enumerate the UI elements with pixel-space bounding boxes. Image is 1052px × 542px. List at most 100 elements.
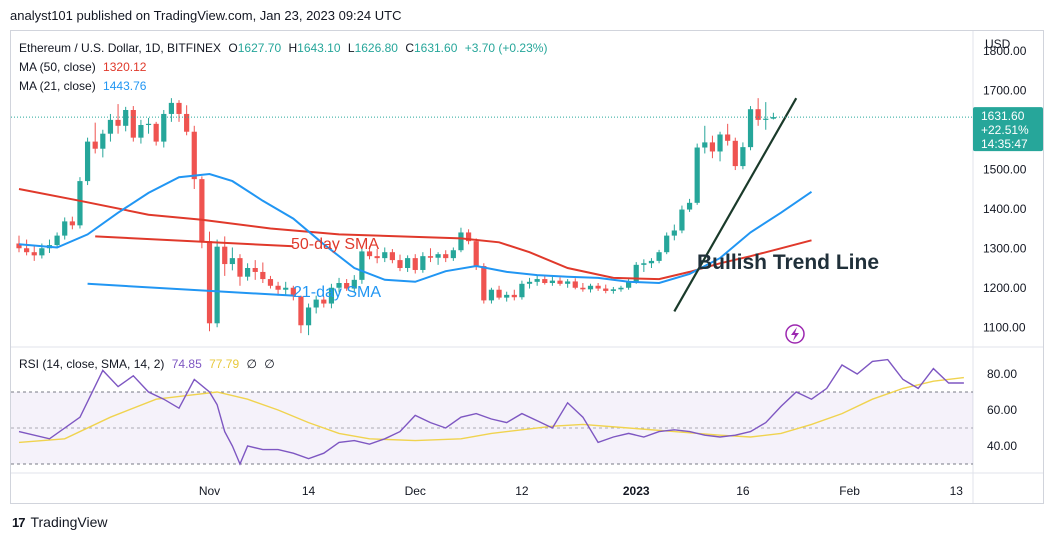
time-tick-label: Nov [199, 484, 220, 498]
candle-body [115, 119, 121, 126]
candle-body [31, 252, 37, 256]
candle-body [641, 263, 647, 265]
candle-body [374, 256, 380, 259]
candle-body [290, 287, 296, 297]
candle-body [450, 250, 456, 259]
candle-body [328, 287, 335, 304]
candle-body [389, 252, 395, 261]
price-chart[interactable]: 1100.001200.001300.001400.001500.001600.… [11, 31, 1043, 503]
candle-body [709, 142, 716, 152]
candle-body [382, 252, 388, 259]
candle-body [542, 279, 548, 284]
price-tick-label: 1100.00 [983, 320, 1026, 334]
price-tick-label: 1800.00 [983, 44, 1027, 58]
candle-body [344, 283, 350, 289]
candle-body [534, 279, 540, 282]
candle-body [648, 260, 655, 264]
close-label: C [405, 41, 414, 55]
candle-body [62, 221, 68, 236]
candle-body [298, 296, 304, 326]
change-value: +3.70 (+0.23%) [464, 41, 548, 55]
ma50-label: MA (50, close) [19, 60, 96, 74]
candle-body [351, 279, 357, 289]
ma21-label: MA (21, close) [19, 79, 96, 93]
candle-body [130, 110, 136, 138]
time-tick-label: 12 [515, 484, 529, 498]
price-tick-label: 1400.00 [983, 202, 1027, 216]
footer: 17 TradingView [12, 514, 108, 530]
candle-body [184, 113, 190, 132]
bullish-trend-line [673, 97, 798, 312]
candle-body [427, 256, 434, 258]
price-tick-label: 1300.00 [983, 241, 1027, 255]
candle-body [359, 251, 365, 280]
rsi-tick-label: 60.00 [987, 403, 1017, 417]
currency-label: USD [985, 37, 1011, 51]
candle-body [473, 241, 479, 267]
candle-body [526, 281, 533, 284]
candle-body [176, 102, 182, 114]
candle-body [595, 285, 601, 289]
lightning-icon-ring [785, 324, 805, 344]
candle-body [267, 279, 274, 286]
candle-body [145, 123, 152, 126]
candle-body [435, 254, 441, 258]
trend-annotation: Bullish Trend Line [697, 251, 879, 274]
candle-body [275, 285, 281, 290]
candle-body [747, 109, 754, 148]
candle-body [305, 307, 312, 326]
candle-body [222, 246, 228, 265]
time-tick-label: 2023 [623, 484, 650, 498]
candle-body [77, 181, 83, 226]
price-tag [973, 107, 1043, 152]
candle-body [565, 281, 571, 284]
candle-body [549, 280, 555, 284]
candle-body [633, 264, 639, 282]
candle-body [770, 117, 776, 119]
candle-body [465, 232, 472, 242]
candle-body [618, 287, 624, 290]
time-tick-label: 16 [736, 484, 750, 498]
symbol-name: Ethereum / U.S. Dollar, 1D, BITFINEX [19, 41, 222, 55]
candle-body [458, 232, 464, 251]
rsi-tick-label: 40.00 [987, 439, 1017, 453]
candle-body [740, 147, 746, 167]
candle-body [488, 289, 495, 301]
lightning-icon-bolt [791, 327, 799, 341]
candle-body [191, 131, 197, 180]
low-label: L [347, 41, 355, 55]
candle-body [366, 251, 373, 257]
high-label: H [288, 41, 298, 55]
candle-body [397, 260, 403, 268]
candle-body [511, 294, 517, 298]
candle-body [39, 248, 45, 256]
candle-body [496, 289, 502, 298]
tradingview-logo-icon: 17 [12, 514, 26, 530]
candle-body [557, 280, 563, 284]
high-value: 1643.10 [297, 41, 341, 55]
footer-brand: TradingView [30, 514, 108, 530]
candle-body [405, 258, 411, 268]
sma21-annotation: 21-day SMA [293, 284, 381, 301]
price-tag-countdown: 14:35:47 [981, 137, 1028, 151]
candle-body [519, 283, 525, 298]
ma21-legend-row: MA (21, close) 1443.76 [19, 77, 547, 96]
candle-body [420, 256, 426, 270]
close-value: 1631.60 [413, 41, 458, 55]
candle-body [16, 243, 22, 249]
candle-body [504, 294, 510, 298]
candle-body [24, 248, 30, 253]
candle-body [206, 241, 213, 324]
candle-body [92, 141, 98, 149]
candle-body [412, 258, 418, 270]
candle-body [481, 266, 487, 301]
candle-body [100, 133, 106, 149]
candle-body [755, 109, 761, 120]
candle-body [671, 230, 677, 236]
candle-body [69, 221, 75, 226]
rsi-label: RSI (14, close, SMA, 14, 2) [19, 357, 165, 371]
candle-body [717, 134, 723, 152]
price-tag-change: +22.51% [981, 123, 1029, 137]
rsi-na-2: ∅ [264, 357, 275, 371]
chart-frame[interactable]: 1100.001200.001300.001400.001500.001600.… [10, 30, 1044, 504]
